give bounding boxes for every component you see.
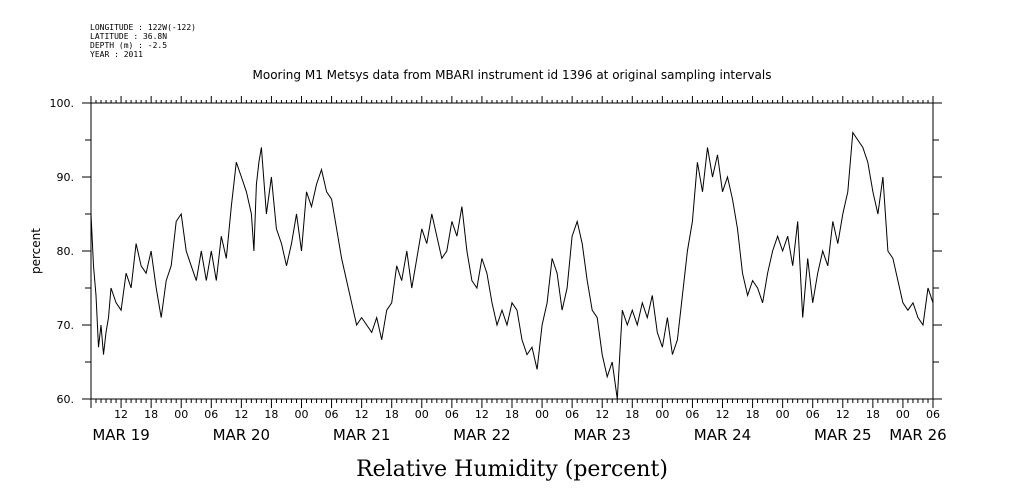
x-tick-label: 18 [866, 408, 880, 421]
x-tick-label: 06 [445, 408, 459, 421]
chart-title: Mooring M1 Metsys data from MBARI instru… [253, 68, 772, 82]
latitude-text: LATITUDE : 36.8N [90, 32, 167, 41]
y-tick-label: 80. [57, 245, 75, 258]
year-text: YEAR : 2011 [90, 50, 143, 59]
x-tick-label: 00 [174, 408, 188, 421]
x-tick-label: 18 [505, 408, 519, 421]
x-tick-label: 06 [204, 408, 218, 421]
y-axis: 60. 70. 80. 90. 100. [50, 97, 942, 406]
day-label: MAR 22 [453, 426, 510, 444]
x-tick-label: 00 [295, 408, 309, 421]
x-tick-label: 12 [836, 408, 850, 421]
depth-text: DEPTH (m) : -2.5 [90, 41, 167, 50]
x-tick-label: 00 [415, 408, 429, 421]
x-tick-label: 06 [565, 408, 579, 421]
metadata-block: LONGITUDE : 122W(-122) LATITUDE : 36.8N … [90, 23, 196, 59]
series-group [90, 131, 934, 400]
y-axis-label: percent [29, 228, 43, 274]
day-label: MAR 24 [694, 426, 751, 444]
x-tick-label: 06 [926, 408, 940, 421]
x-tick-label: 18 [264, 408, 278, 421]
day-label: MAR 26 [889, 426, 946, 444]
y-tick-label: 60. [57, 393, 75, 406]
x-tick-label: 00 [776, 408, 790, 421]
x-tick-label: 00 [655, 408, 669, 421]
x-tick-label: 06 [806, 408, 820, 421]
x-tick-label: 12 [234, 408, 248, 421]
x-tick-label: 18 [746, 408, 760, 421]
plot-frame [90, 102, 934, 400]
x-tick-label: 12 [716, 408, 730, 421]
day-label: MAR 19 [92, 426, 149, 444]
x-tick-label: 12 [114, 408, 128, 421]
x-tick-label: 12 [595, 408, 609, 421]
x-tick-label: 12 [355, 408, 369, 421]
x-tick-label: 00 [896, 408, 910, 421]
y-tick-label: 100. [50, 97, 75, 110]
x-tick-label: 06 [325, 408, 339, 421]
day-label: MAR 25 [814, 426, 871, 444]
x-tick-label: 12 [475, 408, 489, 421]
longitude-text: LONGITUDE : 122W(-122) [90, 23, 196, 32]
day-label: MAR 20 [213, 426, 270, 444]
x-tick-label: 06 [685, 408, 699, 421]
day-label: MAR 23 [573, 426, 630, 444]
x-axis: 12 18 00 06 12 18 00 06 12 18 00 06 12 18 00 06 12 18 00 06… [90, 96, 947, 444]
x-axis-label: Relative Humidity (percent) [356, 457, 668, 482]
y-tick-label: 90. [57, 171, 75, 184]
x-tick-label: 18 [144, 408, 158, 421]
series-line [90, 131, 934, 400]
x-tick-label: 18 [625, 408, 639, 421]
x-tick-label: 18 [385, 408, 399, 421]
y-tick-label: 70. [57, 319, 75, 332]
day-label: MAR 21 [333, 426, 390, 444]
x-tick-label: 00 [535, 408, 549, 421]
